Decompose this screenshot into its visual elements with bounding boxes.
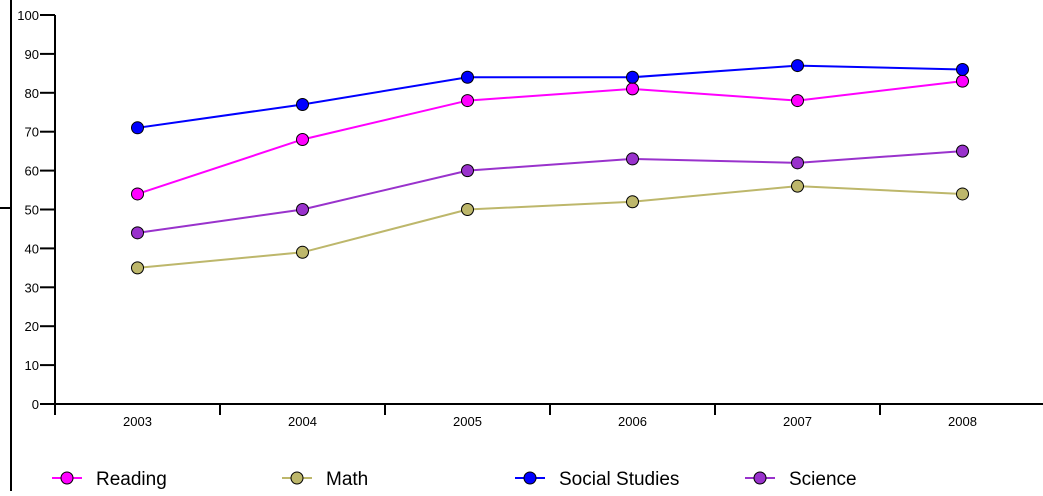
data-point-social-studies [956, 62, 969, 76]
legend-label: Science [789, 469, 857, 490]
legend-swatch-marker [523, 471, 537, 485]
series-lines [131, 59, 969, 275]
y-tick-label: 30 [25, 280, 39, 295]
legend-swatch-marker [290, 471, 304, 485]
data-point-social-studies [626, 70, 639, 84]
x-tick-label: 2008 [948, 414, 977, 429]
x-tick-label: 2006 [618, 414, 647, 429]
data-point-reading [461, 94, 474, 108]
y-tick-label: 20 [25, 319, 39, 334]
legend-label: Social Studies [559, 469, 679, 490]
data-point-math [956, 187, 969, 201]
y-tick-label: 100 [17, 8, 39, 23]
legend: Reading Math Social Studies Science [52, 469, 857, 490]
y-tick-label: 90 [25, 47, 39, 62]
data-point-math [461, 203, 474, 216]
legend-item-science: Science [745, 469, 857, 490]
data-point-math [791, 179, 804, 193]
data-point-science [131, 226, 144, 240]
legend-label: Reading [96, 469, 167, 490]
series-line-social-studies [137, 64, 963, 129]
y-tick-label: 50 [25, 203, 39, 218]
data-point-social-studies [296, 97, 309, 111]
series-line-math [137, 185, 963, 269]
data-point-reading [296, 132, 309, 146]
series-science [131, 144, 969, 240]
data-point-math [131, 261, 144, 275]
series-line-science [137, 150, 963, 234]
y-tick-label: 40 [25, 241, 39, 256]
legend-label: Math [326, 469, 368, 490]
data-point-reading [791, 94, 804, 108]
data-point-reading [131, 187, 144, 201]
legend-item-social-studies: Social Studies [515, 469, 679, 490]
x-tick-label: 2004 [288, 414, 317, 429]
y-tick-label: 60 [25, 164, 39, 179]
y-tick-label: 0 [32, 397, 39, 412]
data-point-reading [956, 74, 969, 88]
y-tick-label: 70 [25, 125, 39, 140]
series-reading [131, 74, 969, 201]
data-point-math [296, 245, 309, 259]
legend-item-reading: Reading [52, 469, 167, 490]
legend-swatch-marker [753, 471, 767, 485]
data-point-science [956, 144, 969, 158]
data-point-science [296, 203, 309, 216]
legend-swatch-marker [60, 471, 74, 485]
x-tick-label: 2003 [123, 414, 152, 429]
data-point-math [626, 195, 639, 209]
x-tick-label: 2005 [453, 414, 482, 429]
legend-item-math: Math [282, 469, 368, 490]
series-line-reading [137, 80, 963, 195]
data-point-social-studies [791, 59, 804, 73]
data-point-social-studies [461, 70, 474, 84]
data-point-social-studies [131, 121, 144, 135]
y-tick-label: 80 [25, 86, 39, 101]
series-math [131, 179, 969, 275]
data-point-science [461, 164, 474, 178]
data-point-science [626, 152, 639, 166]
series-social-studies [131, 59, 969, 135]
data-point-reading [626, 82, 639, 96]
x-tick-label: 2007 [783, 414, 812, 429]
data-point-science [791, 156, 804, 170]
y-tick-label: 10 [25, 358, 39, 373]
